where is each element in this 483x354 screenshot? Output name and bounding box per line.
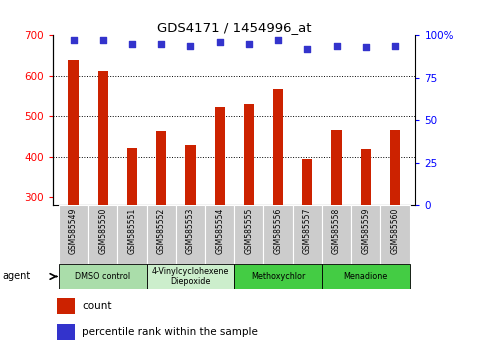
Bar — [214, 107, 225, 205]
Text: GSM585552: GSM585552 — [156, 208, 166, 254]
Bar — [273, 89, 283, 205]
Bar — [322, 264, 410, 289]
Bar — [57, 324, 75, 340]
Text: GSM585550: GSM585550 — [99, 208, 107, 254]
Bar — [361, 149, 371, 205]
Point — [362, 45, 369, 50]
Text: GSM585549: GSM585549 — [69, 208, 78, 254]
Bar — [244, 104, 254, 205]
Bar — [185, 145, 196, 205]
Point — [186, 43, 194, 48]
Text: agent: agent — [2, 272, 30, 281]
Bar — [322, 205, 351, 264]
Text: GSM585558: GSM585558 — [332, 208, 341, 254]
Text: GSM585554: GSM585554 — [215, 208, 224, 254]
Bar — [59, 264, 147, 289]
Point — [274, 38, 282, 43]
Point — [391, 43, 399, 48]
Bar — [156, 131, 166, 205]
Point — [216, 39, 224, 45]
Text: GSM585551: GSM585551 — [128, 208, 137, 254]
Bar — [205, 205, 234, 264]
Bar — [263, 205, 293, 264]
Bar — [293, 205, 322, 264]
Bar — [351, 205, 380, 264]
Bar — [390, 131, 400, 205]
Point — [303, 46, 311, 52]
Bar — [147, 205, 176, 264]
Text: count: count — [82, 301, 112, 311]
Point — [70, 38, 77, 43]
Bar — [380, 205, 410, 264]
Bar — [98, 71, 108, 205]
Bar — [331, 131, 341, 205]
Bar — [234, 205, 263, 264]
Text: GSM585560: GSM585560 — [390, 208, 399, 254]
Bar — [59, 205, 88, 264]
Bar — [302, 159, 313, 205]
Text: percentile rank within the sample: percentile rank within the sample — [82, 327, 258, 337]
Bar — [147, 264, 234, 289]
Text: GSM585555: GSM585555 — [244, 208, 254, 254]
Text: GSM585557: GSM585557 — [303, 208, 312, 254]
Bar — [69, 61, 79, 205]
Point — [333, 43, 341, 48]
Bar — [88, 205, 117, 264]
Bar — [127, 148, 137, 205]
Bar — [234, 264, 322, 289]
Text: DMSO control: DMSO control — [75, 272, 130, 281]
Point — [128, 41, 136, 47]
Text: GSM585556: GSM585556 — [273, 208, 283, 254]
Text: GSM585559: GSM585559 — [361, 208, 370, 254]
Bar — [176, 205, 205, 264]
Point — [157, 41, 165, 47]
Text: GSM585553: GSM585553 — [186, 208, 195, 254]
Bar — [117, 205, 147, 264]
Point — [99, 38, 107, 43]
Text: Methoxychlor: Methoxychlor — [251, 272, 305, 281]
Text: 4-Vinylcyclohexene
Diepoxide: 4-Vinylcyclohexene Diepoxide — [152, 267, 229, 286]
Text: Menadione: Menadione — [343, 272, 388, 281]
Title: GDS4171 / 1454996_at: GDS4171 / 1454996_at — [157, 21, 312, 34]
Point — [245, 41, 253, 47]
Bar — [57, 298, 75, 314]
